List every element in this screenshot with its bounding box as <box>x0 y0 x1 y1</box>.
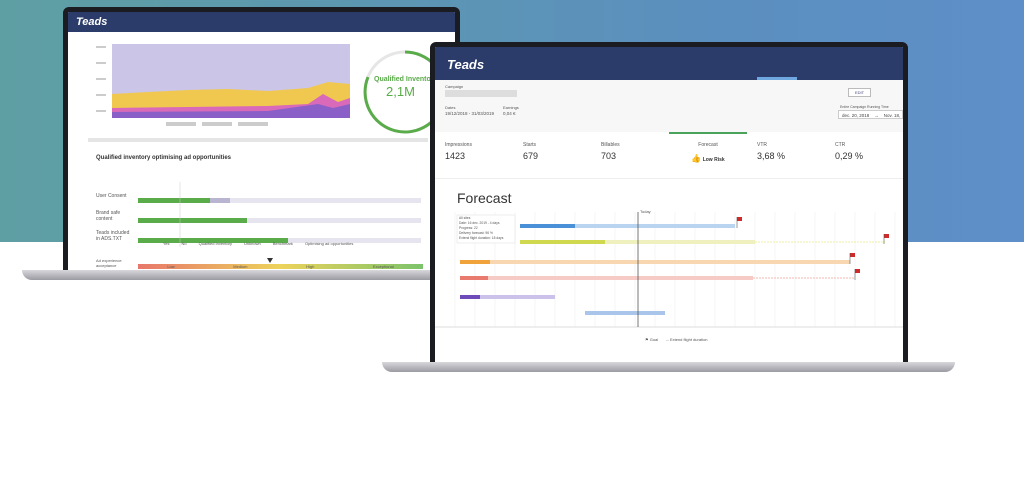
legend-text: Extend flight duration <box>669 337 708 342</box>
legend-item: Qualified Inventory <box>198 241 233 246</box>
legend-text: Goal <box>649 337 659 342</box>
tab-label: VTR <box>757 142 767 148</box>
legend-item: Benchmark <box>272 241 293 246</box>
tab-value: 3,68 % <box>757 151 786 161</box>
legend-item: No <box>181 241 187 246</box>
tab-value: 1423 <box>445 151 466 161</box>
tooltip-line: Delivery forecast: 96 % <box>459 231 493 235</box>
tooltip-line: All sites <box>459 216 471 220</box>
kpi-value: 2,1M <box>386 84 415 99</box>
legend-item: Yes <box>163 241 170 246</box>
kpi-title: Qualified Inventory <box>374 76 438 83</box>
tab-label: Starts <box>523 142 537 148</box>
nav-indicator <box>757 77 797 80</box>
left-laptop-base <box>22 270 500 280</box>
gantt-legend: ⚑ Goal -- Extend flight duration <box>645 337 708 342</box>
logo: Teads <box>447 57 485 72</box>
tab-label: Billables <box>601 142 620 148</box>
tab-label: CTR <box>835 142 846 148</box>
tab[interactable]: VTR 3,68 % <box>747 132 825 178</box>
header: Teads <box>435 47 903 80</box>
right-screen: Teads Campaign Dates 19/12/2018 - 31/03/… <box>430 42 908 367</box>
tooltip-line: Date: 16 dec. 2019 - 4 days <box>459 221 500 225</box>
edit-button[interactable]: EDIT <box>848 88 872 97</box>
tab-label: Forecast <box>698 142 718 148</box>
legend-item: ⚑ Goal <box>645 337 659 342</box>
tab[interactable]: CTR 0,29 % <box>825 132 903 178</box>
left-screen: Teads Qualified Inventory 2,1M Qualified… <box>63 7 460 275</box>
header: Teads <box>68 12 455 32</box>
label: Campaign <box>445 84 464 89</box>
section-title: Qualified inventory optimising ad opport… <box>96 155 232 161</box>
dates: 19/12/2018 - 31/03/2019 <box>445 111 495 116</box>
label: Earnings <box>503 105 519 110</box>
tooltip: All sites Date: 16 dec. 2019 - 4 days Pr… <box>459 216 503 241</box>
today-label: Today <box>640 209 651 214</box>
label: Entire Campaign Running Time <box>840 105 889 109</box>
row-label: User Consent <box>96 193 127 199</box>
dashboard <box>88 44 447 269</box>
scale-item: Medium <box>233 264 248 269</box>
date-to: Nov. 18, <box>883 113 901 118</box>
scale-item: High <box>306 264 315 269</box>
row-label: Brand safe content <box>96 210 121 222</box>
tab-value: 👍 Low Risk <box>691 154 725 163</box>
risk: Low Risk <box>702 157 725 163</box>
scale-item: Exceptional <box>373 264 394 269</box>
tabs: Impressions 1423 Starts 679 Billables 703 F… <box>435 132 903 179</box>
right-laptop-base <box>382 362 955 372</box>
experience-label: Ad experience acceptance <box>96 258 122 268</box>
tab[interactable]: Starts 679 <box>513 132 591 178</box>
tab-value: 0,29 % <box>835 151 864 161</box>
date-from: dec. 20, 2018 <box>842 113 870 118</box>
placeholder <box>445 90 517 97</box>
earnings: 0,04 € <box>503 111 516 116</box>
tab-label: Impressions <box>445 142 472 148</box>
info-bar: Campaign Dates 19/12/2018 - 31/03/2019 E… <box>435 80 903 132</box>
experience-scale: Low Medium High Exceptional <box>138 264 423 269</box>
tooltip-line: Extend flight duration: 18 days <box>459 236 504 240</box>
legend-item: Unknown <box>244 241 261 246</box>
tooltip-line: Progress: 22 <box>459 226 478 230</box>
scale-item: Low <box>167 264 175 269</box>
legend-item: Optimising ad opportunities <box>304 241 354 246</box>
tab-value: 703 <box>601 151 617 161</box>
label: Dates <box>445 105 456 110</box>
row-label: Teads included in ADS.TXT <box>96 230 130 242</box>
tab[interactable]: Impressions 1423 <box>435 132 513 178</box>
logo: Teads <box>76 16 108 28</box>
date-range[interactable]: dec. 20, 2018 → Nov. 18, <box>838 110 903 119</box>
tab-value: 679 <box>523 151 539 161</box>
tab-active[interactable]: Forecast 👍 Low Risk <box>669 132 747 178</box>
gantt <box>435 212 903 328</box>
tab[interactable]: Billables 703 <box>591 132 669 178</box>
legend-item: -- Extend flight duration <box>666 337 708 342</box>
legend: Yes No Qualified Inventory Unknown Bench… <box>163 241 353 246</box>
forecast-title: Forecast <box>457 190 512 206</box>
